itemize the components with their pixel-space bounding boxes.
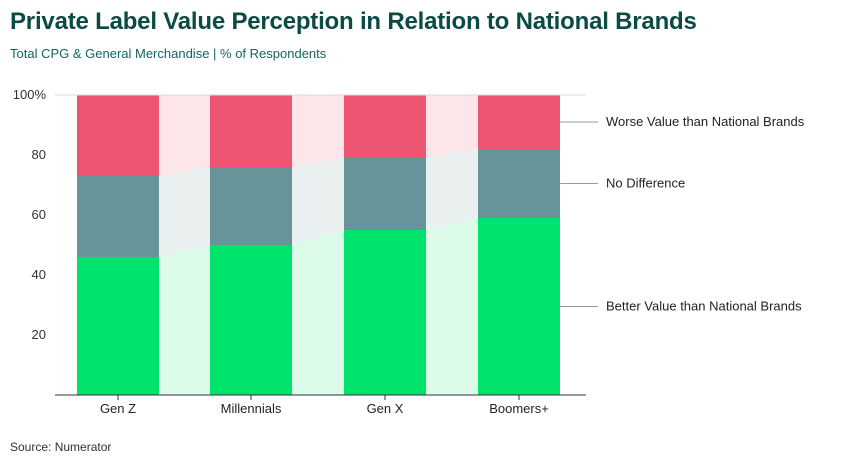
legend-label: No Difference: [606, 176, 685, 191]
connector-better-1: [292, 230, 344, 395]
chart-title: Private Label Value Perception in Relati…: [10, 8, 697, 35]
connector-no-difference-2: [426, 149, 478, 230]
bar-segment-boomers-0: [478, 218, 560, 395]
connector-better-2: [426, 218, 478, 395]
bar-segment-genz-1: [77, 176, 159, 257]
y-tick-label: 60: [32, 207, 46, 222]
chart-subtitle: Total CPG & General Merchandise | % of R…: [10, 46, 327, 61]
bar-segment-boomers-2: [478, 95, 560, 149]
x-tick-label: Millennials: [221, 401, 282, 416]
connector-worse-0: [159, 95, 210, 176]
connector-better-0: [159, 245, 210, 395]
bar-segment-genx-1: [344, 158, 426, 230]
axes: 20 40 60 80 100% Gen Z Millennials Gen X Boomers…: [13, 87, 586, 416]
y-tick-label: 80: [32, 147, 46, 162]
legend-label: Worse Value than National Brands: [606, 114, 805, 129]
bar-segment-genx-2: [344, 95, 426, 158]
connector-no-difference-1: [292, 158, 344, 245]
bar-segment-millennials-1: [210, 167, 292, 245]
connector-no-difference-0: [159, 167, 210, 257]
y-tick-label: 20: [32, 327, 46, 342]
connector-worse-2: [426, 95, 478, 158]
bar-segment-genz-0: [77, 257, 159, 395]
x-tick-label: Boomers+: [489, 401, 549, 416]
x-tick-label: Gen Z: [100, 401, 136, 416]
bar-segment-genx-0: [344, 230, 426, 395]
bar-segment-millennials-2: [210, 95, 292, 167]
source-note: Source: Numerator: [10, 440, 112, 454]
bar-segment-genz-2: [77, 95, 159, 176]
bar-segment-millennials-0: [210, 245, 292, 395]
y-tick-label: 100%: [13, 87, 47, 102]
connector-areas: [159, 95, 478, 395]
connector-worse-1: [292, 95, 344, 167]
bar-stacks: [77, 95, 560, 395]
legend: Better Value than National Brands No Diff…: [560, 114, 805, 314]
bar-segment-boomers-1: [478, 149, 560, 218]
legend-label: Better Value than National Brands: [606, 299, 802, 314]
y-tick-label: 40: [32, 267, 46, 282]
x-tick-label: Gen X: [367, 401, 404, 416]
